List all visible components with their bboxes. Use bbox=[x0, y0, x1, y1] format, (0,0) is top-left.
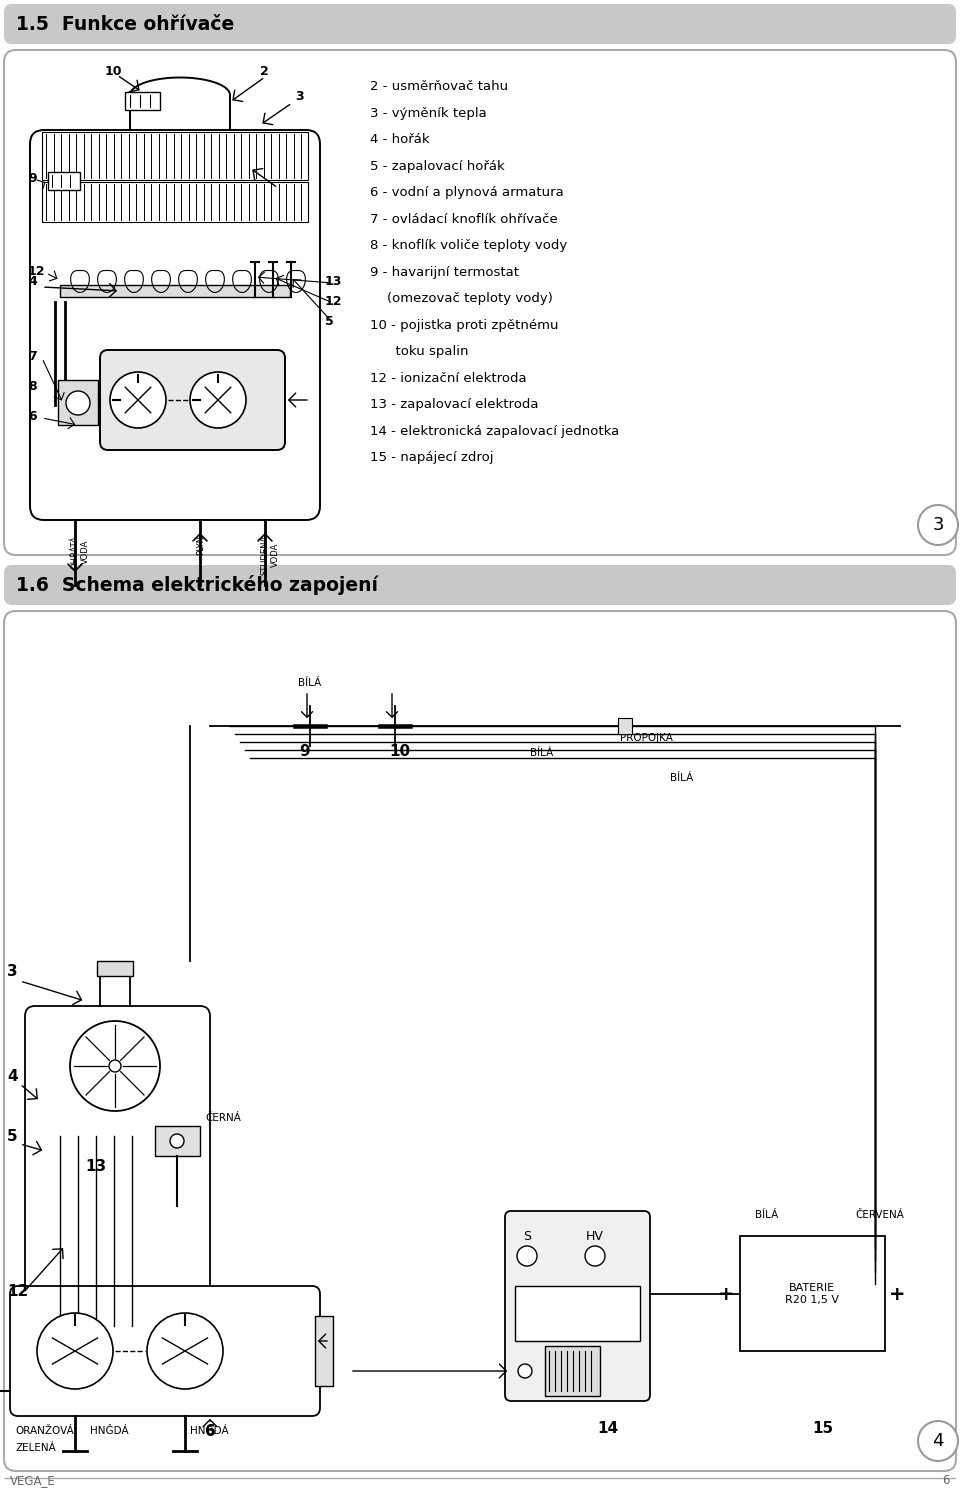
Text: HNĜDÁ: HNĜDÁ bbox=[190, 1426, 228, 1436]
Circle shape bbox=[147, 1313, 223, 1388]
Text: BÍLÁ: BÍLÁ bbox=[755, 1210, 779, 1221]
Text: 4: 4 bbox=[28, 275, 36, 289]
FancyBboxPatch shape bbox=[4, 610, 956, 1471]
Text: 2: 2 bbox=[260, 64, 269, 78]
Text: 8: 8 bbox=[28, 380, 36, 393]
Text: 3: 3 bbox=[295, 90, 303, 103]
FancyBboxPatch shape bbox=[10, 1287, 320, 1417]
Text: BÍLÁ: BÍLÁ bbox=[530, 748, 553, 758]
Text: +: + bbox=[718, 1285, 734, 1303]
Circle shape bbox=[70, 1020, 160, 1112]
Bar bbox=[315, 1316, 333, 1385]
Text: 13: 13 bbox=[85, 1159, 107, 1174]
FancyBboxPatch shape bbox=[100, 350, 285, 450]
Text: ORANŽOVÁ: ORANŽOVÁ bbox=[15, 1426, 74, 1436]
Text: ČERNÁ: ČERNÁ bbox=[205, 1113, 241, 1123]
Text: 14 - elektronická zapalovací jednotka: 14 - elektronická zapalovací jednotka bbox=[370, 425, 619, 437]
Text: 8 - knoflík voliče teploty vody: 8 - knoflík voliče teploty vody bbox=[370, 239, 567, 251]
Text: 2 - usměrňovač tahu: 2 - usměrňovač tahu bbox=[370, 79, 508, 93]
Circle shape bbox=[518, 1364, 532, 1378]
Text: 3: 3 bbox=[932, 516, 944, 534]
Text: 15 - napájecí zdroj: 15 - napájecí zdroj bbox=[370, 450, 493, 464]
Text: BÍLÁ: BÍLÁ bbox=[299, 678, 322, 688]
Text: VEGA_E: VEGA_E bbox=[10, 1474, 56, 1487]
Text: 12 - ionizační elektroda: 12 - ionizační elektroda bbox=[370, 371, 527, 384]
Text: 12: 12 bbox=[325, 295, 343, 308]
FancyBboxPatch shape bbox=[505, 1210, 650, 1400]
Text: HV: HV bbox=[586, 1230, 604, 1243]
Text: 7: 7 bbox=[28, 350, 36, 364]
Bar bbox=[42, 132, 308, 180]
Bar bbox=[60, 286, 290, 298]
Text: 10: 10 bbox=[390, 744, 411, 758]
Text: PLYN: PLYN bbox=[196, 536, 205, 555]
Text: ZELENÁ: ZELENÁ bbox=[15, 1444, 56, 1453]
Text: STUDENÁ
VODA: STUDENÁ VODA bbox=[261, 536, 280, 576]
Bar bbox=[125, 91, 160, 111]
Text: 6: 6 bbox=[205, 1424, 216, 1439]
Text: 9 - havarijní termostat: 9 - havarijní termostat bbox=[370, 265, 519, 278]
Text: 13 - zapalovací elektroda: 13 - zapalovací elektroda bbox=[370, 398, 539, 411]
FancyBboxPatch shape bbox=[4, 49, 956, 555]
Bar bbox=[155, 1126, 200, 1156]
Text: PROPOJKA: PROPOJKA bbox=[620, 733, 673, 744]
Text: 1.5  Funkce ohřívače: 1.5 Funkce ohřívače bbox=[16, 15, 234, 33]
Circle shape bbox=[190, 373, 246, 428]
Text: 1.6  Schema elektrického zapojení: 1.6 Schema elektrického zapojení bbox=[16, 574, 378, 595]
Text: ČERVENÁ: ČERVENÁ bbox=[855, 1210, 904, 1221]
Text: 9: 9 bbox=[300, 744, 310, 758]
Text: toku spalin: toku spalin bbox=[370, 346, 468, 358]
Text: +: + bbox=[889, 1285, 905, 1303]
Text: (omezovač teploty vody): (omezovač teploty vody) bbox=[370, 292, 553, 305]
Text: 10 - pojistka proti zpětnému: 10 - pojistka proti zpětnému bbox=[370, 319, 559, 332]
FancyBboxPatch shape bbox=[4, 4, 956, 43]
Text: 14: 14 bbox=[597, 1421, 618, 1436]
Circle shape bbox=[110, 373, 166, 428]
Text: 7 - ovládací knoflík ohřívače: 7 - ovládací knoflík ohřívače bbox=[370, 212, 558, 226]
Circle shape bbox=[585, 1246, 605, 1266]
Text: 6: 6 bbox=[943, 1474, 950, 1487]
Bar bbox=[740, 1236, 885, 1351]
Text: 13: 13 bbox=[325, 275, 343, 289]
Circle shape bbox=[517, 1246, 537, 1266]
Text: 3 - výměník tepla: 3 - výměník tepla bbox=[370, 106, 487, 120]
Bar bbox=[515, 1287, 640, 1340]
Text: 6 - vodní a plynová armatura: 6 - vodní a plynová armatura bbox=[370, 186, 564, 199]
Text: 9: 9 bbox=[28, 172, 36, 186]
Circle shape bbox=[918, 506, 958, 545]
Text: 5: 5 bbox=[7, 1129, 17, 1144]
Text: 10: 10 bbox=[105, 64, 123, 78]
Circle shape bbox=[66, 390, 90, 414]
Text: 3: 3 bbox=[7, 963, 17, 978]
Circle shape bbox=[109, 1061, 121, 1073]
Bar bbox=[48, 172, 80, 190]
Bar bbox=[97, 960, 133, 975]
Circle shape bbox=[37, 1313, 113, 1388]
Bar bbox=[42, 183, 308, 221]
Bar bbox=[58, 380, 98, 425]
Text: 12: 12 bbox=[28, 265, 45, 278]
Text: 6: 6 bbox=[28, 410, 36, 423]
Text: 12: 12 bbox=[7, 1284, 28, 1299]
Text: BATERIE
R20 1,5 V: BATERIE R20 1,5 V bbox=[785, 1284, 839, 1305]
Text: 15: 15 bbox=[812, 1421, 833, 1436]
Text: 4: 4 bbox=[7, 1070, 17, 1085]
Bar bbox=[618, 718, 632, 735]
Text: 5: 5 bbox=[325, 316, 334, 328]
Text: OHŘÁTÁ
VODA: OHŘÁTÁ VODA bbox=[71, 536, 90, 568]
Text: BÍLÁ: BÍLÁ bbox=[670, 773, 693, 782]
Text: S: S bbox=[523, 1230, 531, 1243]
FancyBboxPatch shape bbox=[25, 1005, 210, 1376]
Circle shape bbox=[918, 1421, 958, 1462]
FancyBboxPatch shape bbox=[30, 130, 320, 521]
FancyBboxPatch shape bbox=[4, 565, 956, 604]
Text: 4: 4 bbox=[932, 1432, 944, 1450]
Bar bbox=[545, 1346, 600, 1396]
Text: 4 - hořák: 4 - hořák bbox=[370, 133, 430, 147]
Text: 5 - zapalovací hořák: 5 - zapalovací hořák bbox=[370, 160, 505, 172]
Circle shape bbox=[170, 1134, 184, 1147]
Text: HNĜDÁ: HNĜDÁ bbox=[90, 1426, 129, 1436]
